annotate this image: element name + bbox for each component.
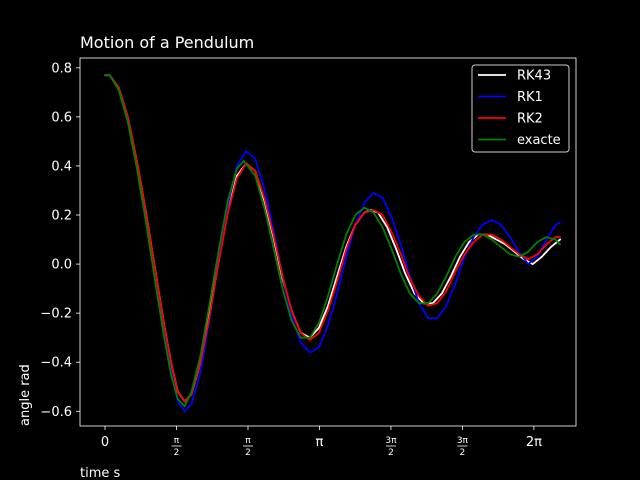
chart-title: Motion of a Pendulum <box>80 33 254 52</box>
x-tick-numerator: 3π <box>457 436 469 446</box>
x-tick-label: 0 <box>101 435 109 450</box>
y-tick-label: 0.8 <box>51 61 72 76</box>
legend-label-rk1: RK1 <box>517 90 543 105</box>
x-tick-denominator: 2 <box>388 448 394 458</box>
x-tick-numerator: π <box>245 436 251 446</box>
x-tick-fraction-label: π2 <box>242 436 253 458</box>
x-tick-fraction-label: 3π2 <box>457 436 469 458</box>
x-tick-denominator: 2 <box>174 448 180 458</box>
series-line-exacte <box>104 74 561 408</box>
series-line-rk2 <box>104 74 561 403</box>
x-tick-denominator: 2 <box>245 448 251 458</box>
y-tick-label: −0.4 <box>40 356 72 371</box>
y-tick-label: 0.0 <box>51 258 72 273</box>
y-tick-label: 0.6 <box>51 110 72 125</box>
legend-box <box>471 64 570 153</box>
x-tick-denominator: 2 <box>460 448 466 458</box>
y-tick-label: 0.4 <box>51 159 72 174</box>
series-layer <box>104 74 561 413</box>
legend-label-exacte: exacte <box>517 133 561 148</box>
x-tick-label: π <box>316 435 324 450</box>
x-axis-label: time s <box>80 466 121 480</box>
legend-label-rk43: RK43 <box>517 69 551 84</box>
legend: RK43 RK1 RK2 exacte <box>471 64 570 153</box>
y-tick-label: −0.2 <box>40 307 72 322</box>
axes-frame <box>79 57 577 427</box>
x-tick-fraction-label: π2 <box>171 436 182 458</box>
x-tick-fraction-label: 3π2 <box>385 436 397 458</box>
legend-label-rk2: RK2 <box>517 112 543 127</box>
x-tick-label: 2π <box>526 435 542 450</box>
x-tick-numerator: 3π <box>385 436 397 446</box>
y-tick-label: −0.6 <box>40 405 72 420</box>
y-axis: −0.6 −0.4 −0.2 0.0 0.2 0.4 0.6 0.8 <box>40 61 80 420</box>
x-tick-numerator: π <box>174 436 180 446</box>
y-tick-label: 0.2 <box>51 209 72 224</box>
y-axis-label: angle rad <box>18 364 33 426</box>
